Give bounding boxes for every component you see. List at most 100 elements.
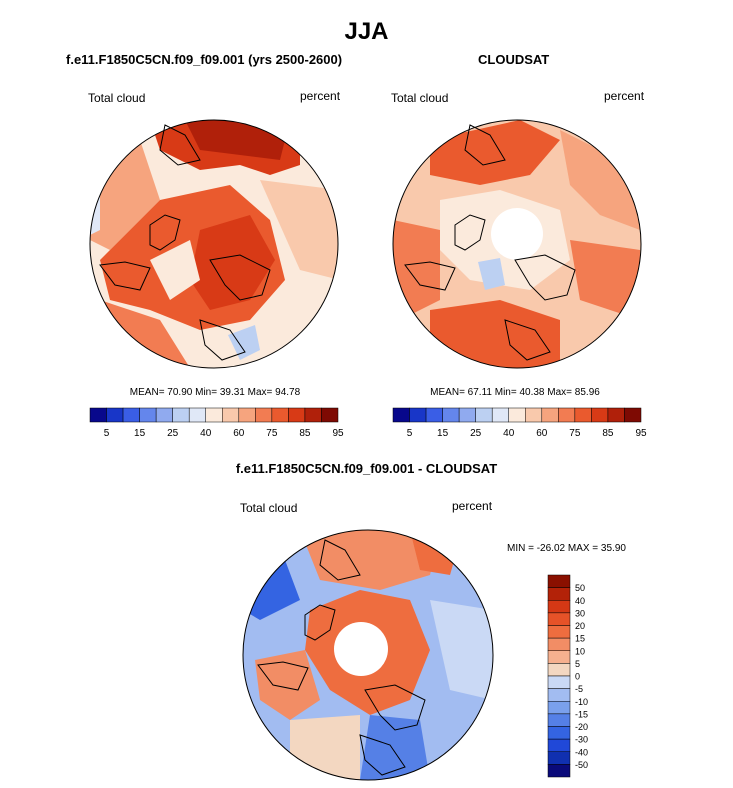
- model-colorbar-box: [188, 407, 206, 423]
- diff-colorbar-box: [547, 751, 571, 765]
- model-colorbar: 5 15 25 40 60 75 85 95: [89, 407, 344, 439]
- diff-field-southwest: [255, 650, 320, 720]
- model-colorbar-box: [321, 407, 339, 423]
- model-units-label: percent: [300, 89, 341, 103]
- model-field-mid-east: [260, 180, 338, 280]
- model-colorbar-box: [205, 407, 223, 423]
- diff-colorbar-label: 15: [575, 634, 585, 644]
- model-field-low-east: [228, 325, 260, 360]
- model-colorbar-box: [222, 407, 240, 423]
- model-colorbar-box: [106, 407, 124, 423]
- diff-colorbar-box: [547, 688, 571, 702]
- model-stats: MEAN= 70.90 Min= 39.31 Max= 94.78: [129, 387, 301, 398]
- diff-colorbar-label: 20: [575, 621, 585, 631]
- diff-colorbar-label: -10: [575, 697, 588, 707]
- diff-coastlines: [257, 539, 426, 776]
- obs-colorbar-box: [525, 407, 543, 423]
- diff-field-south: [290, 715, 360, 780]
- obs-colorbar-box: [491, 407, 509, 423]
- obs-coastlines: [404, 124, 576, 361]
- diff-colorbar-box: [547, 637, 571, 651]
- obs-colorbar-box: [558, 407, 576, 423]
- diff-colorbar-label: 5: [575, 659, 580, 669]
- diff-colorbar-box: [547, 701, 571, 715]
- diff-colorbar-label: -30: [575, 735, 588, 745]
- obs-field-east: [570, 240, 640, 320]
- diff-colorbar-label: -5: [575, 684, 583, 694]
- diff-field-east: [430, 600, 493, 700]
- obs-field-northeast: [560, 130, 640, 230]
- obs-colorbar-label: 85: [602, 428, 614, 439]
- diff-variable-label: Total cloud: [240, 501, 298, 515]
- diff-colorbar-box: [547, 713, 571, 727]
- model-colorbar-box: [238, 407, 256, 423]
- obs-map-border: [392, 119, 642, 369]
- diff-colorbar-box: [547, 675, 571, 689]
- diff-colorbar-box: [547, 625, 571, 639]
- model-colorbar-label: 15: [134, 428, 146, 439]
- model-coastlines: [99, 124, 271, 361]
- diff-colorbar-label: -50: [575, 760, 588, 770]
- model-colorbar-label: 40: [200, 428, 212, 439]
- diff-panel-title: f.e11.F1850C5CN.f09_f09.001 - CLOUDSAT: [235, 461, 498, 476]
- diff-colorbar-box: [547, 612, 571, 626]
- diff-colorbar-box: [547, 574, 571, 588]
- main-title: JJA: [344, 18, 389, 45]
- obs-colorbar-box: [591, 407, 609, 423]
- diff-colorbar-box: [547, 764, 571, 778]
- obs-colorbar-box: [442, 407, 460, 423]
- obs-units-label: percent: [604, 89, 645, 103]
- model-field-low-greenland: [150, 240, 200, 300]
- obs-colorbar-box: [392, 407, 410, 423]
- diff-colorbar-label: 0: [575, 672, 580, 682]
- diff-colorbar-box: [547, 726, 571, 740]
- obs-stats: MEAN= 67.11 Min= 40.38 Max= 85.96: [430, 387, 600, 398]
- model-colorbar-box: [89, 407, 107, 423]
- obs-colorbar-label: 25: [470, 428, 482, 439]
- model-colorbar-box: [304, 407, 322, 423]
- model-colorbar-label: 75: [266, 428, 278, 439]
- diff-colorbar-label: 30: [575, 608, 585, 618]
- obs-field-south: [430, 300, 560, 368]
- obs-colorbar-label: 95: [635, 428, 647, 439]
- model-colorbar-box: [172, 407, 190, 423]
- diff-units-label: percent: [452, 499, 493, 513]
- model-colorbar-label: 95: [332, 428, 344, 439]
- obs-colorbar-box: [475, 407, 493, 423]
- obs-colorbar-box: [458, 407, 476, 423]
- diff-colorbar-label: -40: [575, 747, 588, 757]
- model-colorbar-box: [122, 407, 140, 423]
- obs-colorbar: 5 15 25 40 60 75 85 95: [392, 407, 647, 439]
- obs-colorbar-box: [541, 407, 559, 423]
- diff-colorbar-box: [547, 738, 571, 752]
- obs-variable-label: Total cloud: [391, 91, 449, 105]
- diff-colorbar-box: [547, 650, 571, 664]
- model-colorbar-box: [139, 407, 157, 423]
- model-field-core: [190, 215, 275, 310]
- diff-polar-gap: [334, 622, 388, 676]
- diff-colorbar-label: -20: [575, 722, 588, 732]
- diff-map-border: [242, 529, 494, 781]
- model-colorbar-box: [271, 407, 289, 423]
- obs-colorbar-box: [574, 407, 592, 423]
- obs-colorbar-label: 75: [569, 428, 581, 439]
- obs-panel-title: CLOUDSAT: [478, 52, 550, 67]
- obs-polar-gap: [491, 208, 543, 260]
- obs-colorbar-label: 5: [407, 428, 413, 439]
- diff-colorbar-label: 10: [575, 646, 585, 656]
- model-colorbar-box: [155, 407, 173, 423]
- obs-colorbar-box: [624, 407, 642, 423]
- obs-colorbar-box: [508, 407, 526, 423]
- diff-colorbar-box: [547, 600, 571, 614]
- model-map-border: [89, 119, 339, 369]
- obs-colorbar-label: 40: [503, 428, 515, 439]
- model-variable-label: Total cloud: [88, 91, 146, 105]
- diff-colorbar-label: -15: [575, 709, 588, 719]
- obs-field-west: [393, 220, 440, 320]
- diff-colorbar-label: 50: [575, 583, 585, 593]
- obs-colorbar-box: [607, 407, 625, 423]
- diff-colorbar-box: [547, 663, 571, 677]
- obs-colorbar-box: [409, 407, 427, 423]
- model-colorbar-label: 5: [104, 428, 110, 439]
